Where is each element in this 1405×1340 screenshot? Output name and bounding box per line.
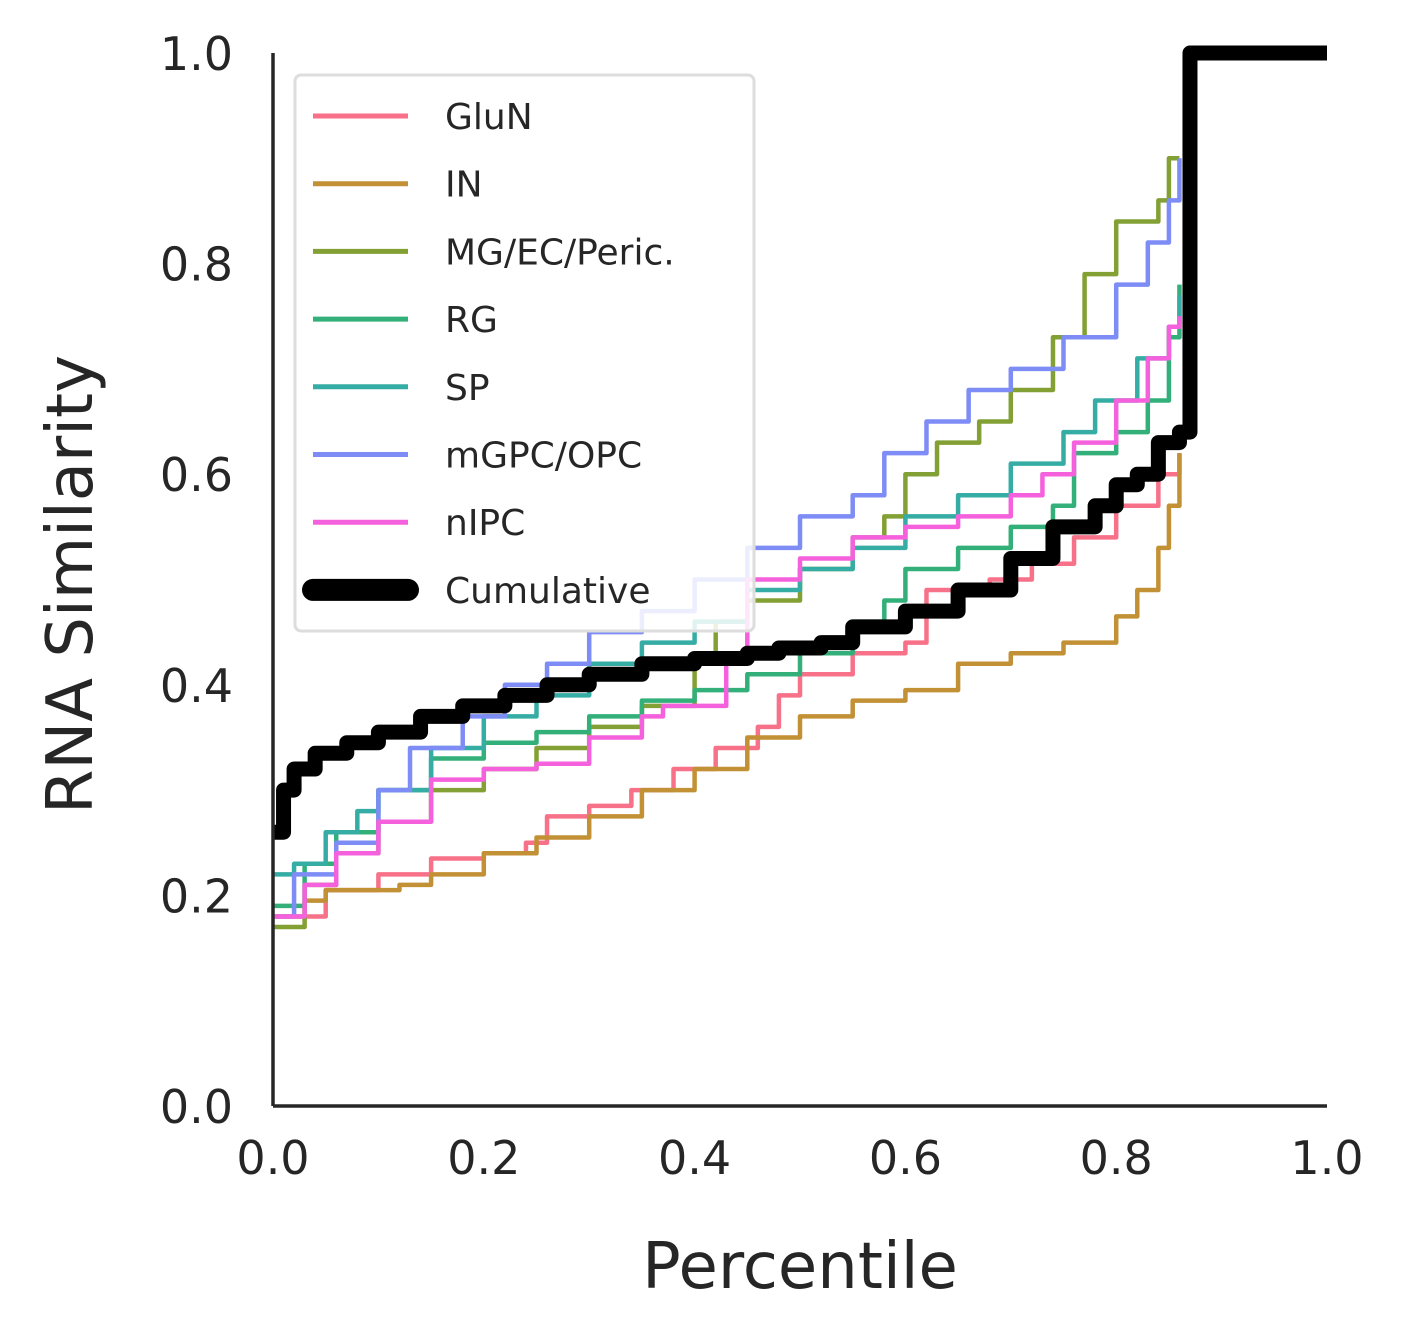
- legend-label: RG: [445, 300, 498, 341]
- x-tick-label: 0.6: [869, 1131, 942, 1185]
- series-line-in: [273, 453, 1182, 919]
- y-tick-label: 0.6: [160, 448, 233, 502]
- y-axis-title: RNA Similarity: [34, 355, 108, 814]
- x-tick-label: 0.4: [658, 1131, 731, 1185]
- y-tick-label: 1.0: [160, 27, 233, 81]
- legend-label: GluN: [445, 97, 533, 138]
- y-tick-label: 0.2: [160, 869, 233, 923]
- legend-box: [293, 73, 756, 633]
- x-tick-label: 1.0: [1290, 1131, 1363, 1185]
- legend-label: IN: [445, 165, 483, 206]
- legend: GluN IN MG/EC/Peric. RG SP mGPC/OPC nIPC Cumula…: [293, 73, 756, 633]
- series-line-cumulative: [273, 45, 1327, 840]
- legend-label: SP: [445, 368, 490, 409]
- x-tick-label: 0.0: [236, 1131, 309, 1185]
- y-tick-labels: 0.0 0.2 0.4 0.6 0.8 1.0: [160, 27, 233, 1134]
- legend-label: Cumulative: [445, 571, 650, 612]
- y-tick-label: 0.4: [160, 659, 233, 713]
- y-tick-label: 0.8: [160, 238, 233, 292]
- x-tick-label: 0.8: [1080, 1131, 1153, 1185]
- legend-label: MG/EC/Peric.: [445, 232, 675, 273]
- legend-label: mGPC/OPC: [445, 436, 642, 477]
- y-tick-label: 0.0: [160, 1080, 233, 1134]
- x-tick-label: 0.2: [447, 1131, 520, 1185]
- legend-label: nIPC: [445, 503, 525, 544]
- x-tick-labels: 0.0 0.2 0.4 0.6 0.8 1.0: [236, 1131, 1363, 1185]
- x-axis-title: Percentile: [642, 1230, 958, 1304]
